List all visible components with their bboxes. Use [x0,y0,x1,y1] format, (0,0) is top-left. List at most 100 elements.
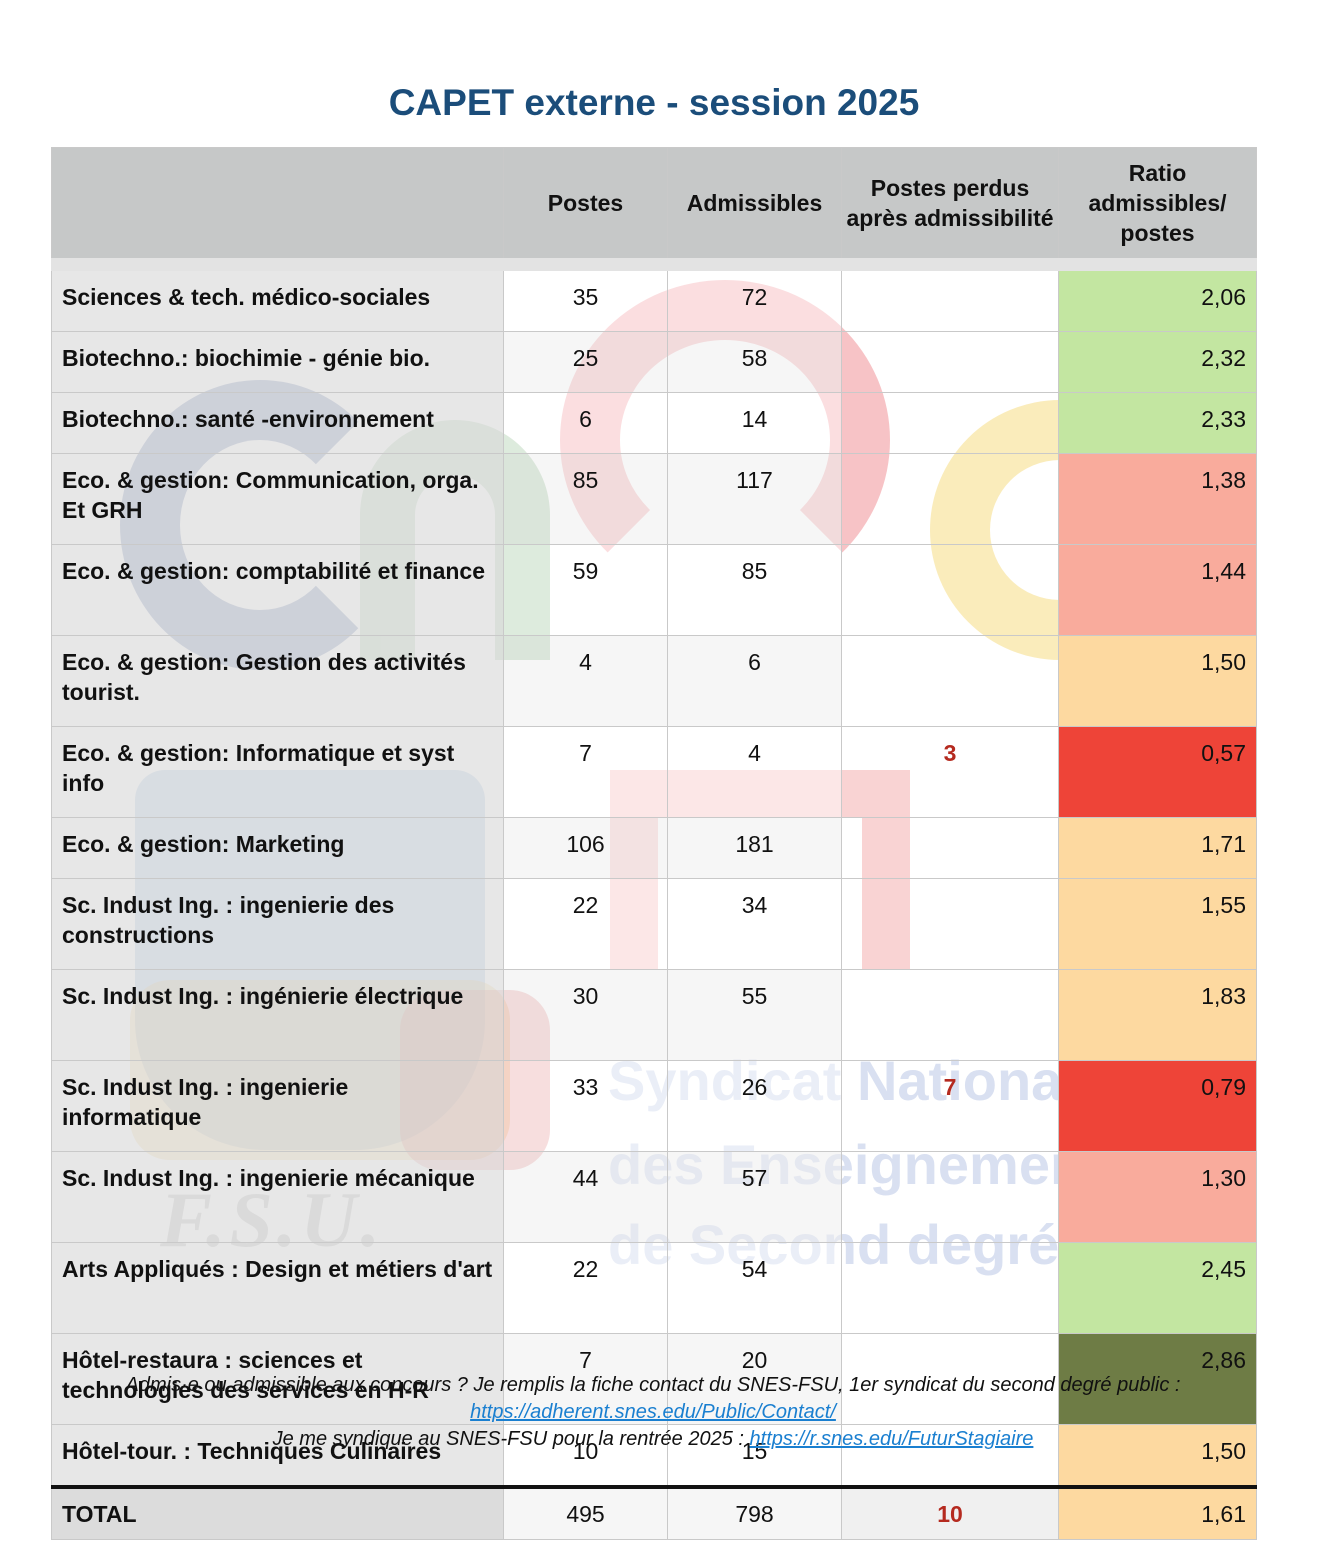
total-ratio: 1,61 [1058,1485,1257,1540]
row-ratio: 2,32 [1058,331,1257,393]
total-admissibles: 798 [667,1485,842,1540]
row-postes: 35 [503,264,668,332]
row-label: Arts Appliqués : Design et métiers d'art [51,1242,504,1334]
row-ratio: 2,45 [1058,1242,1257,1334]
footer-line-2-text: Je me syndique au SNES-FSU pour la rentr… [272,1428,750,1450]
row-postes-perdus: 3 [841,726,1059,818]
row-admissibles: 85 [667,544,842,636]
table-row: Sc. Indust Ing. : ingenierie informatiqu… [51,1060,1257,1152]
table-row: Hôtel-restaura : sciences et technologie… [51,1333,1257,1425]
row-admissibles: 26 [667,1060,842,1152]
row-label: Eco. & gestion: Marketing [51,817,504,879]
row-ratio: 1,38 [1058,453,1257,545]
table-row-total: TOTAL 495 798 10 1,61 [51,1485,1257,1540]
row-label: Hôtel-tour. : Techniques Culinaires [51,1424,504,1488]
row-postes: 44 [503,1151,668,1243]
row-postes: 4 [503,635,668,727]
header-ratio: Ratio admissibles/ postes [1058,147,1257,271]
row-label: Sc. Indust Ing. : ingénierie électrique [51,969,504,1061]
footer-line-1: Admis·e ou admissible aux concours ? Je … [125,1374,1181,1396]
row-postes: 22 [503,878,668,970]
row-label: Sciences & tech. médico-sociales [51,264,504,332]
table-row: Arts Appliqués : Design et métiers d'art… [51,1242,1257,1334]
row-label: Eco. & gestion: Communication, orga. Et … [51,453,504,545]
row-postes: 7 [503,726,668,818]
row-label: Eco. & gestion: comptabilité et finance [51,544,504,636]
table-row: Eco. & gestion: Marketing 106 181 1,71 [51,817,1257,879]
row-postes: 6 [503,392,668,454]
row-postes-perdus [841,331,1059,393]
table-row: Sciences & tech. médico-sociales 35 72 2,06 [51,264,1257,332]
row-ratio: 1,50 [1058,1424,1257,1488]
row-label: Hôtel-restaura : sciences et technologie… [51,1333,504,1425]
row-postes-perdus [841,635,1059,727]
row-postes-perdus [841,264,1059,332]
header-admissibles: Admissibles [667,147,842,271]
table-row: Eco. & gestion: Informatique et syst inf… [51,726,1257,818]
row-postes: 22 [503,1242,668,1334]
table-row: Eco. & gestion: comptabilité et finance 5… [51,544,1257,636]
table-row: Sc. Indust Ing. : ingenierie des constru… [51,878,1257,970]
row-label: Biotechno.: santé -environnement [51,392,504,454]
table-row: Sc. Indust Ing. : ingenierie mécanique 44… [51,1151,1257,1243]
row-postes: 59 [503,544,668,636]
row-ratio: 1,83 [1058,969,1257,1061]
row-postes-perdus [841,1242,1059,1334]
row-postes: 10 [503,1424,668,1488]
row-admissibles: 14 [667,392,842,454]
table-row: Biotechno.: santé -environnement 6 14 2,33 [51,392,1257,454]
row-postes: 30 [503,969,668,1061]
row-admissibles: 34 [667,878,842,970]
table-row: Sc. Indust Ing. : ingénierie électrique 3… [51,969,1257,1061]
row-admissibles: 4 [667,726,842,818]
row-ratio: 1,55 [1058,878,1257,970]
row-label: Biotechno.: biochimie - génie bio. [51,331,504,393]
page-title: CAPET externe - session 2025 [388,82,920,123]
row-postes-perdus [841,817,1059,879]
row-ratio: 2,06 [1058,264,1257,332]
row-postes: 25 [503,331,668,393]
results-table: Postes Admissibles Postes perdus après a… [51,147,1257,1540]
row-ratio: 2,86 [1058,1333,1257,1425]
row-postes: 85 [503,453,668,545]
row-postes-perdus: 7 [841,1060,1059,1152]
row-postes-perdus [841,878,1059,970]
total-postes-perdus: 10 [841,1485,1059,1540]
row-admissibles: 181 [667,817,842,879]
row-label: Eco. & gestion: Gestion des activités to… [51,635,504,727]
row-admissibles: 55 [667,969,842,1061]
row-ratio: 1,71 [1058,817,1257,879]
syndicate-link[interactable]: https://r.snes.edu/FuturStagiaire [749,1428,1034,1450]
row-ratio: 1,44 [1058,544,1257,636]
total-label: TOTAL [51,1485,504,1540]
row-admissibles: 117 [667,453,842,545]
footer-line-2: Je me syndique au SNES-FSU pour la rentr… [0,1426,1306,1453]
row-ratio: 1,30 [1058,1151,1257,1243]
row-postes-perdus [841,544,1059,636]
header-postes-perdus: Postes perdus après admissibilité [841,147,1059,271]
row-ratio: 0,57 [1058,726,1257,818]
table-row: Eco. & gestion: Gestion des activités to… [51,635,1257,727]
row-admissibles: 58 [667,331,842,393]
row-postes-perdus [841,392,1059,454]
row-postes: 106 [503,817,668,879]
row-ratio: 2,33 [1058,392,1257,454]
row-ratio: 0,79 [1058,1060,1257,1152]
row-postes-perdus [841,969,1059,1061]
row-label: Sc. Indust Ing. : ingenierie mécanique [51,1151,504,1243]
total-postes: 495 [503,1485,668,1540]
row-admissibles: 54 [667,1242,842,1334]
contact-link[interactable]: https://adherent.snes.edu/Public/Contact… [470,1401,836,1423]
footer: Admis·e ou admissible aux concours ? Je … [0,1372,1306,1453]
table-row: Biotechno.: biochimie - génie bio. 25 58 2,… [51,331,1257,393]
row-label: Sc. Indust Ing. : ingenierie informatiqu… [51,1060,504,1152]
row-admissibles: 6 [667,635,842,727]
row-ratio: 1,50 [1058,635,1257,727]
row-admissibles: 57 [667,1151,842,1243]
row-postes: 7 [503,1333,668,1425]
row-postes-perdus [841,1151,1059,1243]
row-postes-perdus [841,1333,1059,1425]
table-header-row: Postes Admissibles Postes perdus après a… [51,147,1257,271]
table-row: Eco. & gestion: Communication, orga. Et … [51,453,1257,545]
row-label: Eco. & gestion: Informatique et syst inf… [51,726,504,818]
